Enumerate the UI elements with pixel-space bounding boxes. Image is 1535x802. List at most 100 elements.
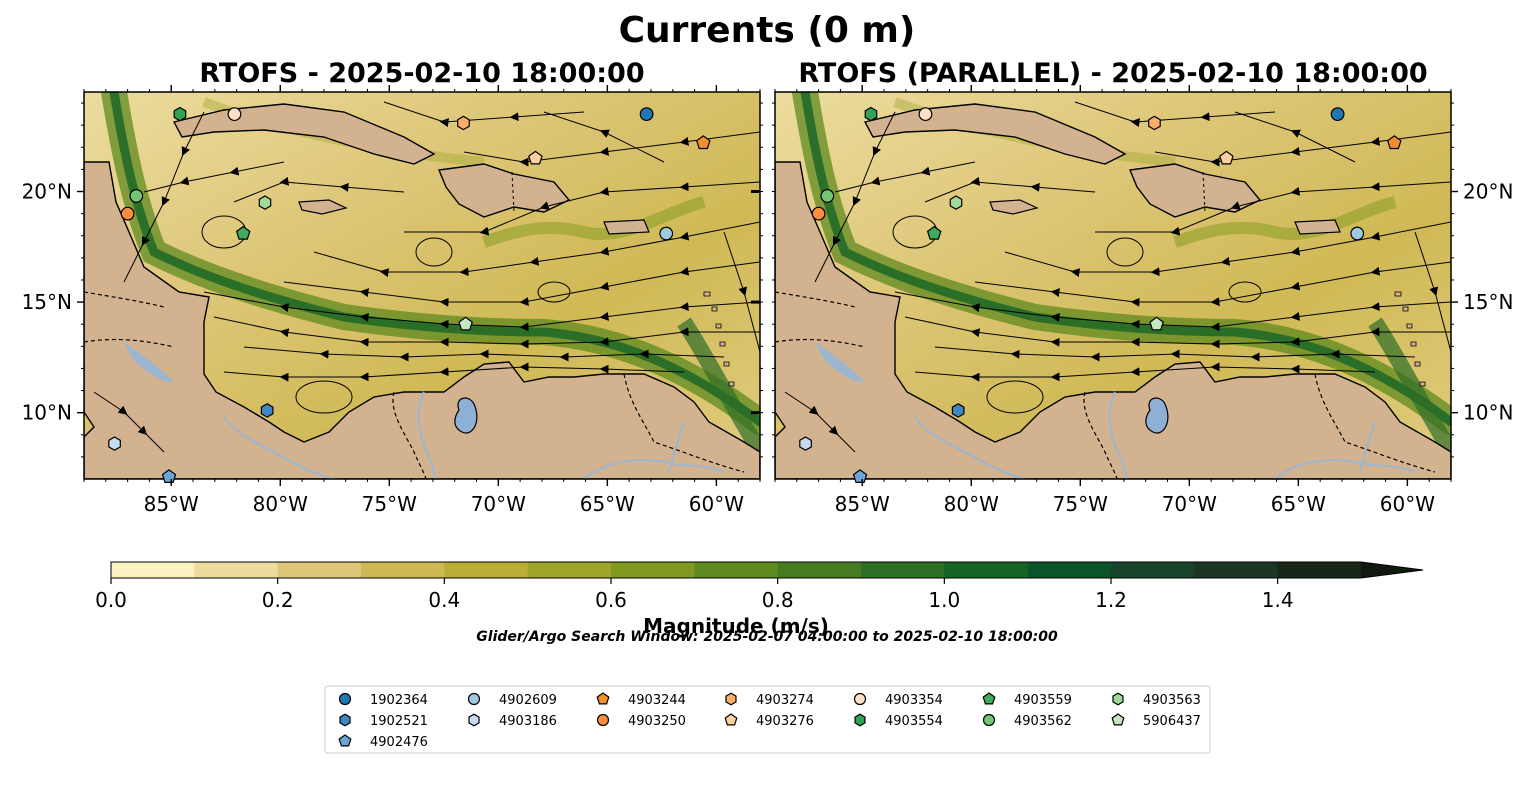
legend-label-4903559: 4903559 [1014, 693, 1072, 708]
float-marker-4903274-p1 [457, 115, 470, 131]
legend-marker-4903354 [853, 692, 867, 706]
float-marker-5906437-p1 [458, 316, 473, 331]
float-marker-4903354-p2 [918, 107, 933, 122]
legend-marker-4903562 [982, 713, 996, 727]
float-marker-4902476-p1 [161, 469, 177, 483]
colorbar-tick-label: 0.8 [762, 588, 794, 612]
legend-marker-4902609 [467, 692, 481, 706]
panel-1-title: RTOFS - 2025-02-10 18:00:00 [199, 58, 644, 89]
float-marker-1902521-p2 [951, 403, 965, 418]
colorbar-tick-label: 0.2 [262, 588, 294, 612]
figure-title: Currents (0 m) [619, 10, 916, 51]
colorbar-tick-label: 0.0 [95, 588, 127, 612]
legend-label-4903563: 4903563 [1143, 693, 1201, 708]
legend-label-4903250: 4903250 [628, 714, 686, 729]
colorbar-bin [777, 562, 862, 578]
lon-tick-label: 85°W [835, 492, 890, 516]
float-marker-1902521-p1 [260, 403, 274, 418]
search-window-note: Glider/Argo Search Window: 2025-02-07 04… [476, 629, 1058, 645]
legend-label-4903276: 4903276 [756, 714, 814, 729]
float-marker-4902476-p2 [852, 469, 868, 483]
panel-2-map [775, 92, 1451, 479]
legend-label-4902609: 4902609 [499, 693, 557, 708]
legend-marker-4903250 [596, 713, 610, 727]
lon-tick-label: 85°W [144, 492, 199, 516]
float-marker-4903559-p2 [926, 225, 942, 240]
legend: 1902364 1902521 4902476 4902609 4903186 49032… [324, 685, 1211, 754]
lat-tick-label: 20°N [1463, 180, 1513, 204]
colorbar-bin [944, 562, 1029, 578]
colorbar-bin [1111, 562, 1195, 578]
float-marker-1902364-p2 [1330, 107, 1345, 122]
float-marker-4903354-p1 [227, 107, 242, 122]
legend-marker-4902476 [338, 734, 352, 747]
legend-label-5906437: 5906437 [1143, 714, 1201, 729]
float-marker-4903186-p1 [108, 436, 121, 451]
legend-marker-4903276 [724, 713, 738, 726]
float-marker-4903244-p2 [1386, 135, 1402, 150]
legend-label-4903274: 4903274 [756, 693, 814, 708]
legend-marker-4903554 [854, 713, 866, 727]
legend-marker-4903563 [1112, 692, 1124, 706]
lon-tick-label: 65°W [580, 492, 635, 516]
lat-tick-label: 10°N [22, 401, 72, 425]
panel-2-title: RTOFS (PARALLEL) - 2025-02-10 18:00:00 [798, 58, 1427, 89]
colorbar-bin [611, 562, 695, 578]
colorbar-bin [111, 562, 195, 578]
legend-marker-4903186 [468, 713, 480, 727]
colorbar-bin [694, 562, 779, 578]
colorbar-bin [361, 562, 445, 578]
lat-tick-label: 15°N [22, 290, 72, 314]
legend-label-4902476: 4902476 [370, 735, 428, 750]
legend-label-4903186: 4903186 [499, 714, 557, 729]
lon-tick-label: 75°W [1053, 492, 1108, 516]
legend-label-4903554: 4903554 [885, 714, 943, 729]
float-marker-4903276-p2 [1219, 150, 1234, 165]
legend-label-1902364: 1902364 [370, 693, 428, 708]
colorbar-tick-label: 0.6 [595, 588, 627, 612]
panel-1-floats [108, 106, 711, 483]
colorbar-bin [1277, 562, 1362, 578]
legend-marker-4903274 [725, 692, 737, 706]
colorbar-bin [527, 562, 612, 578]
panel-1-map [84, 92, 760, 479]
legend-label-4903244: 4903244 [628, 693, 686, 708]
legend-marker-4903559 [982, 692, 996, 705]
legend-label-4903354: 4903354 [885, 693, 943, 708]
float-marker-4903274-p2 [1148, 115, 1161, 131]
legend-marker-1902364 [338, 692, 352, 706]
legend-label-1902521: 1902521 [370, 714, 428, 729]
lon-tick-label: 65°W [1271, 492, 1326, 516]
float-marker-4903186-p2 [799, 436, 812, 451]
float-marker-4903563-p2 [949, 195, 963, 210]
lon-tick-label: 75°W [362, 492, 417, 516]
lat-tick-label: 20°N [22, 180, 72, 204]
float-marker-4902609-p1 [659, 226, 674, 241]
legend-marker-4903244 [596, 692, 610, 705]
float-marker-4903559-p1 [235, 225, 251, 240]
colorbar-tick-label: 0.4 [428, 588, 460, 612]
float-marker-4903554-p2 [864, 106, 878, 122]
lon-tick-label: 60°W [689, 492, 744, 516]
float-marker-4903250-p1 [120, 206, 135, 221]
float-marker-4903563-p1 [258, 195, 272, 210]
float-marker-1902364-p1 [639, 107, 654, 122]
colorbar-bin [277, 562, 362, 578]
legend-marker-5906437 [1111, 713, 1125, 726]
lon-tick-label: 60°W [1380, 492, 1435, 516]
colorbar-bin [444, 562, 529, 578]
float-marker-5906437-p2 [1149, 316, 1164, 331]
colorbar-bin [1194, 562, 1279, 578]
colorbar-label: Magnitude (m/s) [643, 614, 829, 638]
float-marker-4903250-p2 [811, 206, 826, 221]
lat-tick-label: 15°N [1463, 290, 1513, 314]
panel-2-floats [799, 106, 1402, 483]
colorbar-bin [194, 562, 279, 578]
float-marker-4903244-p1 [695, 135, 711, 150]
lon-tick-label: 70°W [1162, 492, 1217, 516]
float-marker-4903554-p1 [173, 106, 187, 122]
colorbar-tick-label: 1.0 [928, 588, 960, 612]
lon-tick-label: 80°W [253, 492, 308, 516]
colorbar: 0.0 0.2 0.4 0.6 0.8 1.0 1.2 1.4 [95, 561, 1424, 612]
